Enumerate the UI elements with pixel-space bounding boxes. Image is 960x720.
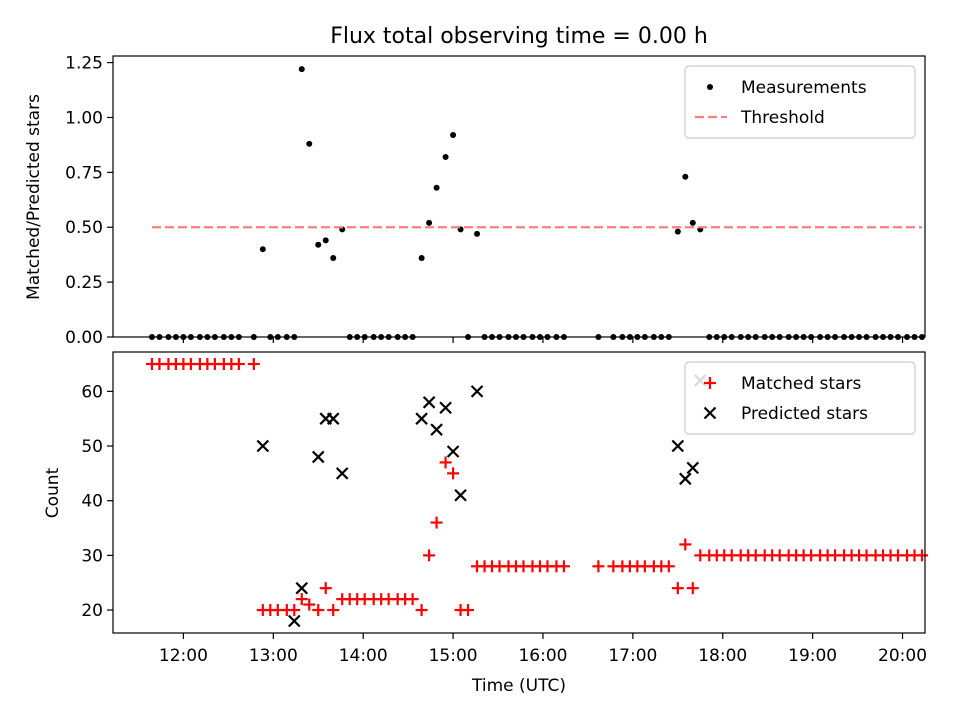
matched-stars-point xyxy=(295,593,308,606)
measurement-point xyxy=(426,219,433,226)
y-tick-label: 1.25 xyxy=(65,54,103,74)
matched-stars-point xyxy=(447,467,460,480)
legend-label: Matched stars xyxy=(741,374,861,394)
predicted-stars-point xyxy=(422,396,436,409)
bottom-legend: Matched stars Predicted stars xyxy=(684,361,916,435)
predicted-stars-point xyxy=(311,450,325,464)
legend-matched-swatch xyxy=(704,377,716,389)
measurement-point xyxy=(689,219,696,226)
measurement-point xyxy=(474,230,481,237)
top-panel: 0.00 0.25 0.50 0.75 1.00 1.25 Matched/Predict… xyxy=(24,54,926,348)
x-tick-label: 12:00 xyxy=(159,646,208,666)
matched-stars-point xyxy=(662,560,675,573)
y-tick-label: 1.00 xyxy=(65,108,103,128)
predicted-stars-point xyxy=(256,439,270,453)
measurement-point xyxy=(442,153,449,160)
x-tick-label: 13:00 xyxy=(249,646,298,666)
predicted-stars-point xyxy=(287,614,301,628)
matched-stars-point xyxy=(423,549,436,562)
predicted-stars-point xyxy=(686,461,700,475)
x-tick-label: 19:00 xyxy=(788,646,837,666)
matched-stars-point xyxy=(686,582,699,595)
x-tick-label: 17:00 xyxy=(608,646,657,666)
predicted-stars-point xyxy=(679,472,692,486)
top-y-axis-label: Matched/Predicted stars xyxy=(24,94,44,300)
matched-stars-point xyxy=(592,560,605,573)
measurement-point xyxy=(433,184,440,191)
matched-stars-point xyxy=(916,549,929,562)
matched-stars-point xyxy=(406,593,419,606)
matched-stars-point xyxy=(557,560,570,573)
predicted-stars-point xyxy=(335,467,349,480)
matched-stars-point xyxy=(319,582,332,595)
y-tick-label: 0.25 xyxy=(65,273,103,293)
x-tick-label: 18:00 xyxy=(698,646,747,666)
y-tick-label: 0.75 xyxy=(65,163,103,183)
legend-label: Threshold xyxy=(740,108,825,128)
matched-stars-point xyxy=(232,358,245,371)
matched-stars-point xyxy=(671,582,684,595)
predicted-stars-point xyxy=(415,412,428,425)
y-tick-label: 30 xyxy=(81,546,103,566)
bottom-axes: 12:00 13:00 14:00 15:00 16:00 17:00 18:00 19:00… xyxy=(81,382,927,666)
y-tick-label: 20 xyxy=(81,601,103,621)
y-tick-label: 0.00 xyxy=(65,328,103,348)
measurement-point xyxy=(306,140,313,147)
matched-stars-point xyxy=(312,604,325,617)
y-tick-label: 40 xyxy=(81,492,103,512)
bottom-frame xyxy=(112,351,926,634)
x-tick-label: 20:00 xyxy=(878,646,927,666)
x-tick-label: 15:00 xyxy=(429,646,478,666)
measurement-point xyxy=(298,66,305,73)
legend-measurement-swatch xyxy=(707,84,713,90)
top-legend: Measurements Threshold xyxy=(684,65,916,139)
x-tick-label: 14:00 xyxy=(339,646,388,666)
predicted-stars-point xyxy=(295,581,309,595)
matched-stars-point xyxy=(288,604,301,617)
matched-stars-point xyxy=(303,598,316,611)
y-tick-label: 60 xyxy=(81,382,103,402)
top-axes: 0.00 0.25 0.50 0.75 1.00 1.25 xyxy=(65,54,904,348)
predicted-stars-point xyxy=(671,439,685,453)
x-axis-label: Time (UTC) xyxy=(471,676,566,696)
legend-box xyxy=(684,65,916,139)
measurement-point xyxy=(322,237,329,244)
predicted-stars-point xyxy=(470,385,484,398)
legend-label: Measurements xyxy=(741,78,867,98)
top-frame xyxy=(112,55,926,338)
measurement-point xyxy=(315,241,322,248)
measurement-point xyxy=(450,132,457,139)
legend-label: Predicted stars xyxy=(741,404,868,424)
y-tick-label: 50 xyxy=(81,437,103,457)
matched-stars-point xyxy=(462,604,475,617)
measurement-point xyxy=(330,254,337,261)
legend-predicted-swatch xyxy=(703,406,717,420)
bottom-y-axis-label: Count xyxy=(43,467,63,518)
matched-stars-point xyxy=(679,538,692,551)
matched-stars-point xyxy=(430,516,443,529)
matched-stars-point xyxy=(415,604,428,617)
measurement-point xyxy=(259,246,266,253)
measurement-point xyxy=(682,173,689,180)
predicted-stars-point xyxy=(446,445,460,458)
matched-stars-point xyxy=(247,358,260,371)
predicted-stars-point xyxy=(454,488,467,502)
chart-title: Flux total observing time = 0.00 h xyxy=(330,24,708,49)
x-tick-label: 16:00 xyxy=(518,646,567,666)
predicted-stars-point xyxy=(430,423,443,436)
legend-box xyxy=(684,361,916,435)
measurement-point xyxy=(674,228,681,235)
predicted-stars-point xyxy=(439,401,452,415)
bottom-panel: 12:00 13:00 14:00 15:00 16:00 17:00 18:00 19:00… xyxy=(43,351,929,696)
matched-stars-point xyxy=(439,456,452,469)
measurement-point xyxy=(418,254,425,261)
y-tick-label: 0.50 xyxy=(65,218,103,238)
predicted-stars-point xyxy=(326,412,340,425)
matched-stars-point xyxy=(327,604,340,617)
